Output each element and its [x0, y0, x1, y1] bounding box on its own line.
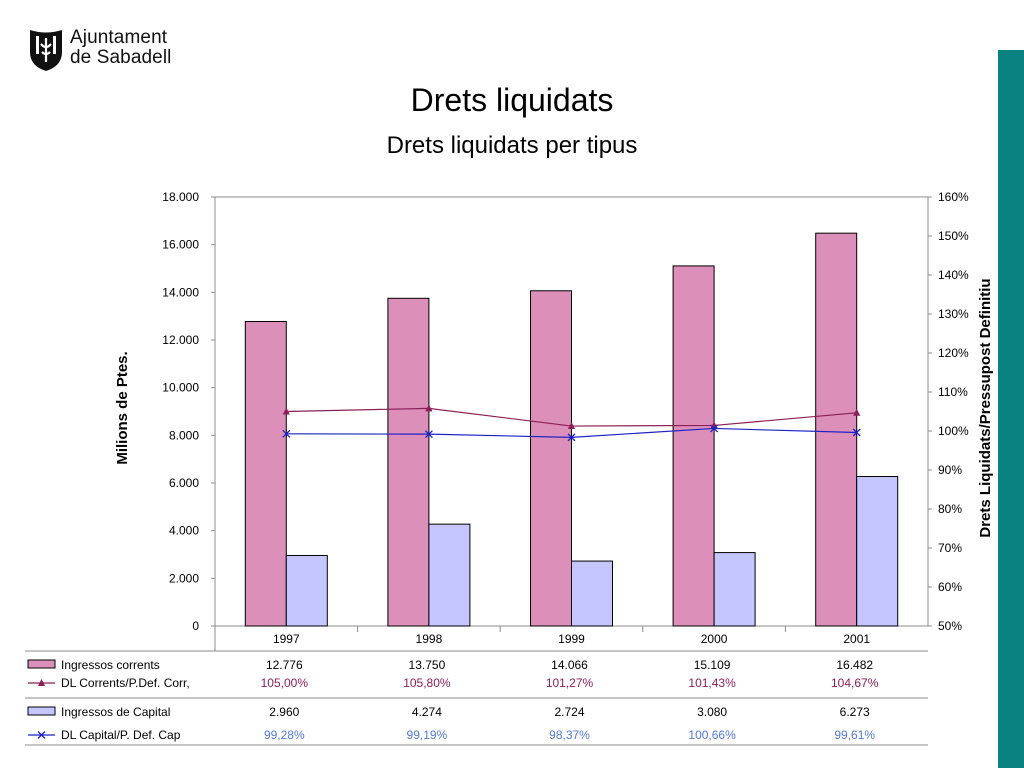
x-category-label: 1999 [558, 632, 585, 646]
data-table-cell: 99,61% [834, 728, 875, 742]
legend-dl-corrents-label: DL Corrents/P.Def. Corr, [61, 676, 190, 690]
y-tick-label: 4.000 [169, 524, 199, 538]
data-table-cell: 15.109 [694, 658, 731, 672]
bar-ingressos-corrents [244, 321, 287, 627]
y-axis-title: Milions de Ptes. [114, 351, 131, 464]
y-tick-label: 10.000 [162, 381, 199, 395]
data-table-cell: 13.750 [409, 658, 446, 672]
y-tick-label: 14.000 [162, 285, 199, 299]
logo-line-2: de Sabadell [70, 47, 172, 68]
logo-line-1: Ajuntament [70, 27, 168, 48]
data-table-cell: 2.724 [554, 705, 584, 719]
data-table-cell: 100,66% [688, 728, 736, 742]
x-category-label: 2000 [701, 632, 728, 646]
bar-ingressos-corrents [672, 265, 715, 627]
x-category-label: 2001 [843, 632, 870, 646]
point-dl-corrents [282, 407, 290, 415]
legend-dl-capital-key-marker [37, 731, 46, 739]
x-category-label: 1997 [273, 632, 300, 646]
bar-ingressos-capital [428, 523, 471, 627]
y2-tick-label: 120% [938, 346, 969, 360]
data-table-cell: 99,19% [407, 728, 448, 742]
bar-ingressos-corrents [815, 232, 858, 627]
sabadell-shield-icon [30, 30, 62, 71]
y2-tick-label: 130% [938, 307, 969, 321]
data-table-cell: 16.482 [836, 658, 873, 672]
data-table-cell: 101,27% [546, 676, 594, 690]
y2-tick-label: 80% [938, 502, 962, 516]
bar-ingressos-capital [571, 560, 613, 627]
y-tick-label: 0 [192, 619, 199, 633]
y2-tick-label: 150% [938, 229, 969, 243]
y-tick-label: 2.000 [169, 571, 199, 585]
y2-tick-label: 160% [938, 190, 969, 204]
data-table-cell: 2.960 [269, 705, 299, 719]
bar-ingressos-corrents [530, 290, 572, 627]
bar-ingressos-capital [285, 554, 328, 627]
point-dl-capital [710, 424, 719, 433]
y2-tick-label: 60% [938, 580, 962, 594]
point-dl-capital [567, 433, 576, 442]
y2-axis-title: Drets Liquidats/Pressupost Definitiu [977, 278, 994, 537]
data-table-cell: 105,00% [261, 676, 309, 690]
page-subtitle: Drets liquidats per tipus [386, 132, 638, 159]
legend-ingressos-capital-key [27, 706, 56, 716]
legend-dl-capital-label: DL Capital/P. Def. Cap [61, 728, 181, 742]
data-table-cell: 104,67% [831, 676, 879, 690]
legend-ingressos-corrents-key [27, 659, 56, 669]
y-tick-label: 16.000 [162, 238, 199, 252]
bar-ingressos-corrents [387, 297, 430, 627]
data-table-cell: 12.776 [266, 658, 303, 672]
legend-dl-corrents-key-marker [37, 679, 46, 686]
data-table-cell: 98,37% [549, 728, 590, 742]
point-dl-corrents [425, 404, 433, 412]
point-dl-capital [424, 430, 433, 439]
y-tick-label: 12.000 [162, 333, 199, 347]
data-table-cell: 105,80% [403, 676, 451, 690]
side-accent-bar [998, 50, 1024, 768]
point-dl-corrents [567, 422, 576, 430]
y2-tick-label: 50% [938, 619, 962, 633]
data-table-cell: 99,28% [264, 728, 305, 742]
y2-tick-label: 70% [938, 541, 962, 555]
legend-ingressos-corrents-label: Ingressos corrents [61, 658, 160, 672]
data-table-cell: 101,43% [688, 676, 736, 690]
data-table-cell: 4.274 [412, 705, 442, 719]
y2-tick-label: 100% [938, 424, 969, 438]
bar-ingressos-capital [856, 475, 899, 627]
x-category-label: 1998 [416, 632, 443, 646]
bar-ingressos-capital [713, 552, 756, 627]
y-tick-label: 6.000 [169, 476, 199, 490]
page-title: Drets liquidats [410, 82, 614, 118]
data-table-cell: 14.066 [551, 658, 588, 672]
y2-tick-label: 110% [938, 385, 968, 399]
y2-tick-label: 90% [938, 463, 962, 477]
legend-ingressos-capital-label: Ingressos de Capital [61, 705, 170, 719]
point-dl-capital [282, 429, 291, 438]
y-tick-label: 18.000 [162, 190, 199, 204]
point-dl-corrents [853, 408, 861, 416]
data-table-cell: 3.080 [697, 705, 727, 719]
point-dl-capital [852, 428, 861, 437]
data-table-cell: 6.273 [840, 705, 870, 719]
y2-tick-label: 140% [938, 268, 969, 282]
ajuntament-logo: Ajuntament de Sabadell [28, 26, 188, 72]
y-tick-label: 8.000 [169, 428, 199, 442]
